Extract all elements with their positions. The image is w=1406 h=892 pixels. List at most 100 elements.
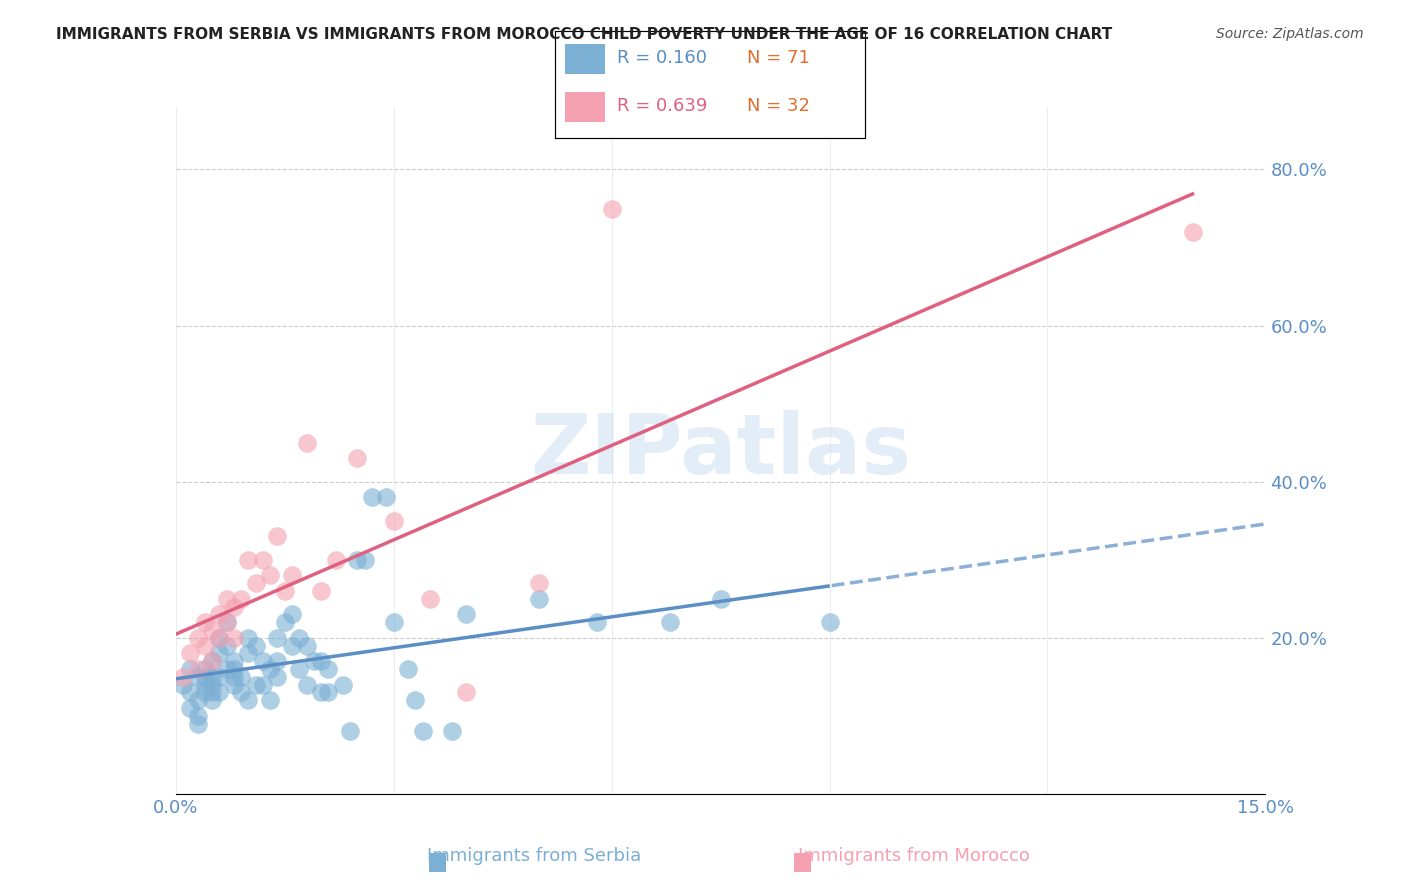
Point xyxy=(586,615,609,630)
Point xyxy=(288,631,311,645)
Point xyxy=(238,693,260,707)
Point xyxy=(266,631,288,645)
Point xyxy=(186,693,209,707)
Point xyxy=(179,662,201,676)
Point xyxy=(179,685,201,699)
Text: R = 0.639: R = 0.639 xyxy=(617,97,707,115)
Point xyxy=(440,724,463,739)
Point xyxy=(281,568,304,582)
Point xyxy=(201,693,224,707)
Point xyxy=(194,678,217,692)
Text: ZIPatlas: ZIPatlas xyxy=(530,410,911,491)
Point xyxy=(201,670,224,684)
Point xyxy=(194,615,217,630)
Text: R = 0.160: R = 0.160 xyxy=(617,49,707,67)
Point xyxy=(208,631,231,645)
Text: N = 71: N = 71 xyxy=(747,49,810,67)
Point xyxy=(194,685,217,699)
Point xyxy=(325,552,347,567)
Point xyxy=(222,678,245,692)
Point xyxy=(259,693,281,707)
Point xyxy=(231,685,253,699)
Point xyxy=(360,490,382,504)
Point xyxy=(186,670,209,684)
Point xyxy=(318,662,340,676)
Point xyxy=(1181,225,1204,239)
Point xyxy=(208,631,231,645)
Point xyxy=(288,662,311,676)
Point xyxy=(259,568,281,582)
Text: Immigrants from Morocco: Immigrants from Morocco xyxy=(799,847,1029,865)
Point xyxy=(274,583,297,598)
Point xyxy=(172,678,194,692)
Point xyxy=(396,662,419,676)
Point xyxy=(281,639,304,653)
Point xyxy=(222,654,245,668)
Point xyxy=(208,670,231,684)
Point xyxy=(309,654,332,668)
Point xyxy=(194,639,217,653)
Point xyxy=(238,631,260,645)
Point xyxy=(186,631,209,645)
Text: Immigrants from Serbia: Immigrants from Serbia xyxy=(427,847,641,865)
Text: Source: ZipAtlas.com: Source: ZipAtlas.com xyxy=(1216,27,1364,41)
Point xyxy=(252,552,274,567)
Point xyxy=(194,670,217,684)
Point xyxy=(201,654,224,668)
Point xyxy=(172,670,194,684)
Point xyxy=(208,685,231,699)
Point xyxy=(412,724,434,739)
Point xyxy=(295,639,318,653)
Point xyxy=(222,662,245,676)
Point xyxy=(222,631,245,645)
Point xyxy=(266,654,288,668)
Point xyxy=(201,685,224,699)
Point xyxy=(281,607,304,622)
FancyBboxPatch shape xyxy=(565,44,605,74)
Point xyxy=(222,670,245,684)
Point xyxy=(527,591,550,606)
Point xyxy=(318,685,340,699)
Point xyxy=(600,202,623,216)
Text: N = 32: N = 32 xyxy=(747,97,810,115)
Point xyxy=(710,591,733,606)
Point xyxy=(302,654,325,668)
Point xyxy=(231,591,253,606)
Point xyxy=(353,552,375,567)
Point xyxy=(274,615,297,630)
Point xyxy=(208,646,231,660)
Point xyxy=(179,646,201,660)
Point xyxy=(332,678,354,692)
Point xyxy=(179,701,201,715)
Point xyxy=(208,607,231,622)
FancyBboxPatch shape xyxy=(565,92,605,122)
Point xyxy=(194,662,217,676)
Point xyxy=(186,662,209,676)
Point xyxy=(456,685,478,699)
Point xyxy=(295,678,318,692)
Point xyxy=(405,693,427,707)
Point xyxy=(339,724,361,739)
Point xyxy=(238,646,260,660)
Point xyxy=(215,662,238,676)
Point xyxy=(245,576,267,591)
Text: IMMIGRANTS FROM SERBIA VS IMMIGRANTS FROM MOROCCO CHILD POVERTY UNDER THE AGE OF: IMMIGRANTS FROM SERBIA VS IMMIGRANTS FRO… xyxy=(56,27,1112,42)
Point xyxy=(266,529,288,543)
Point xyxy=(245,639,267,653)
Point xyxy=(201,654,224,668)
Point xyxy=(245,678,267,692)
Point xyxy=(346,552,368,567)
Point xyxy=(215,615,238,630)
Point xyxy=(215,591,238,606)
Point xyxy=(295,435,318,450)
Point xyxy=(231,670,253,684)
Point xyxy=(215,639,238,653)
Point xyxy=(201,678,224,692)
Point xyxy=(215,615,238,630)
Point xyxy=(266,670,288,684)
Point xyxy=(309,583,332,598)
Point xyxy=(419,591,441,606)
Point xyxy=(818,615,841,630)
Point xyxy=(527,576,550,591)
Point xyxy=(658,615,681,630)
